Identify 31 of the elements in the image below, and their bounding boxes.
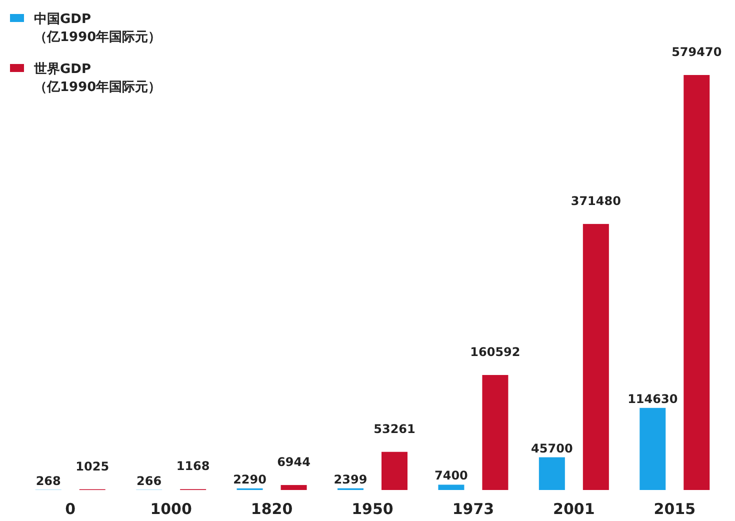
data-label: 45700: [531, 441, 573, 456]
data-label: 7400: [434, 468, 468, 483]
x-tick-label: 1000: [150, 500, 192, 518]
data-label: 2399: [334, 472, 368, 486]
bar: [482, 374, 508, 490]
x-tick-label: 1820: [250, 500, 293, 518]
data-label: 160592: [470, 344, 520, 359]
x-tick-label: 2001: [553, 500, 595, 518]
legend-label: 中国GDP （亿1990年国际元）: [34, 12, 162, 45]
x-tick-label: 1950: [352, 500, 394, 518]
data-label: 1025: [76, 459, 110, 474]
data-label: 579470: [672, 45, 722, 59]
bar: [538, 457, 565, 490]
bar: [582, 224, 609, 490]
bar: [382, 452, 408, 490]
x-tick-label: 0: [65, 500, 76, 518]
bar: [640, 408, 666, 490]
data-label: 2290: [233, 472, 266, 486]
bar: [280, 485, 307, 490]
bar: [438, 484, 464, 490]
bar: [684, 75, 710, 490]
legend-label: 世界GDP （亿1990年国际元）: [33, 62, 162, 95]
data-label: 266: [136, 474, 162, 488]
x-tick-label: 1973: [452, 500, 494, 518]
data-label: 53261: [374, 422, 416, 436]
data-label: 114630: [628, 392, 678, 406]
x-tick-label: 2015: [654, 500, 696, 518]
data-label: 1168: [176, 459, 210, 474]
data-label: 371480: [570, 194, 621, 208]
data-label: 6944: [277, 455, 310, 470]
data-label: 268: [36, 474, 61, 488]
